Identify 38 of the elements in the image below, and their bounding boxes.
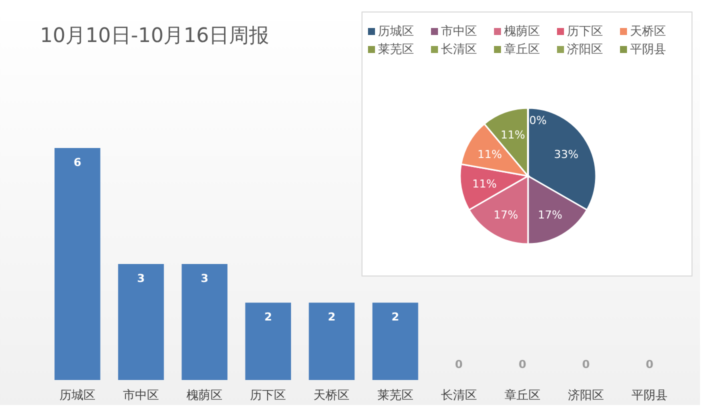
x-tick-label: 天桥区 — [314, 388, 350, 402]
legend-label: 历下区 — [567, 24, 603, 38]
data-label: 3 — [137, 272, 145, 285]
data-label: 11% — [500, 128, 526, 142]
legend-label: 平阴县 — [630, 42, 666, 56]
data-label: 17% — [494, 208, 518, 222]
legend-label: 天桥区 — [630, 24, 666, 38]
legend-label: 历城区 — [378, 24, 414, 38]
data-label: 6 — [74, 156, 82, 169]
legend-label: 济阳区 — [567, 42, 603, 56]
data-label: 0 — [646, 358, 654, 371]
data-label: 33% — [554, 148, 578, 161]
x-tick-label: 长清区 — [440, 388, 477, 402]
chart-title: 10月10日-10月16日周报 — [40, 23, 270, 47]
data-label: 2 — [391, 310, 400, 324]
data-label: 3 — [200, 272, 208, 285]
legend-label: 章丘区 — [504, 42, 540, 56]
x-tick-label: 历城区 — [59, 388, 96, 402]
x-tick-label: 市中区 — [122, 388, 159, 402]
x-tick-label: 莱芜区 — [377, 388, 414, 402]
data-label: 2 — [264, 310, 272, 324]
legend-label: 长清区 — [441, 42, 477, 56]
data-label: 0 — [455, 358, 464, 371]
text: 0% — [529, 114, 547, 127]
data-label: 2 — [328, 310, 336, 324]
legend-label: 市中区 — [441, 24, 477, 38]
legend-label: 莱芜区 — [378, 42, 414, 56]
data-label: 0 — [518, 358, 527, 371]
data-label: 11% — [478, 148, 502, 161]
data-label: 0 — [582, 358, 590, 371]
legend-label: 槐荫区 — [504, 24, 540, 38]
data-label: 17% — [538, 208, 562, 222]
x-tick-label: 槐荫区 — [186, 388, 223, 402]
x-tick-label: 济阳区 — [568, 388, 604, 402]
x-tick-label: 历下区 — [250, 388, 286, 402]
x-tick-label: 章丘区 — [504, 388, 540, 402]
x-tick-label: 平阴县 — [632, 388, 668, 402]
data-label: 11% — [472, 178, 497, 191]
